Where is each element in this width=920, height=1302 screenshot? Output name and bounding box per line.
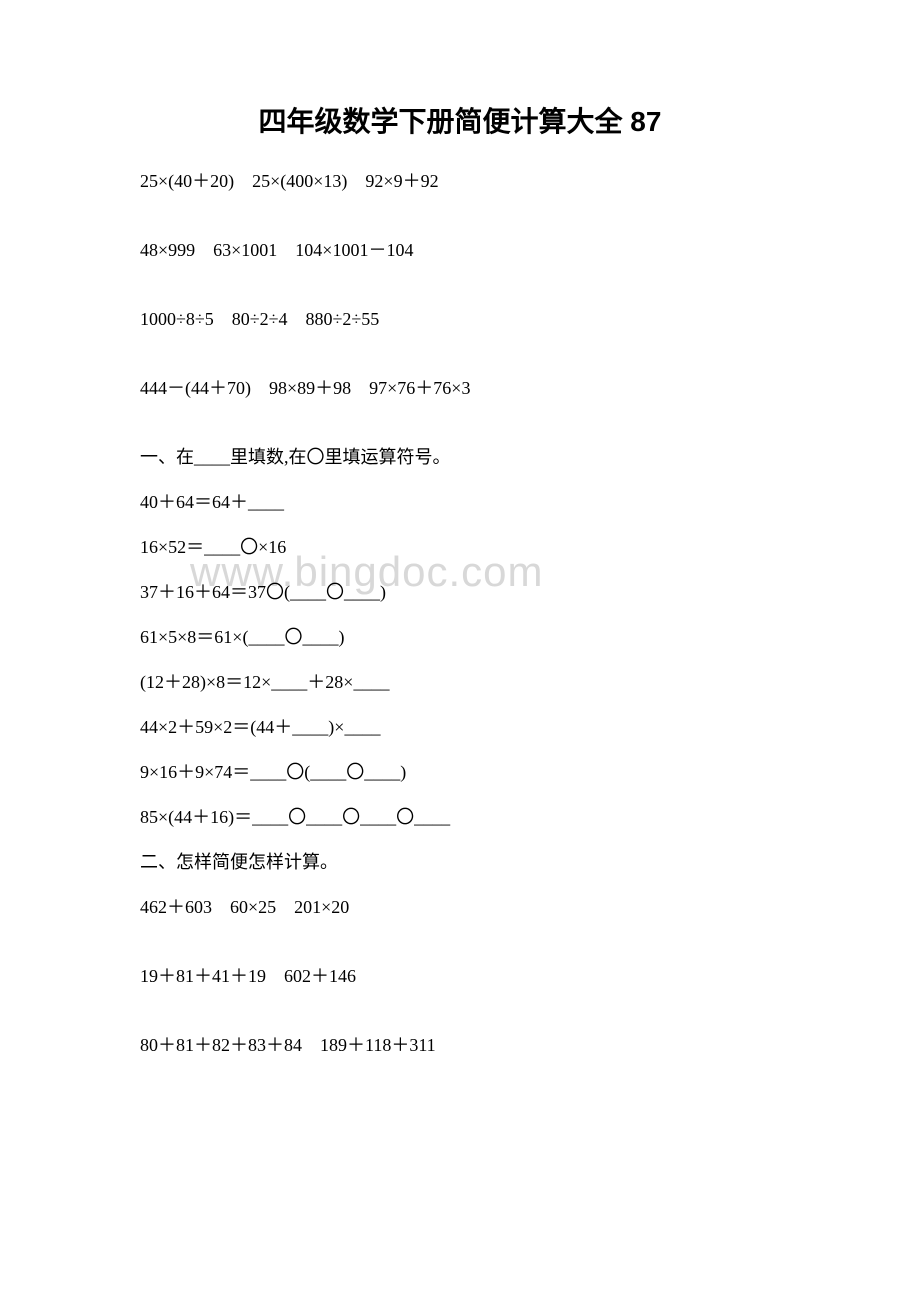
problem-line: 80＋81＋82＋83＋84 189＋118＋311 bbox=[140, 1032, 780, 1059]
problem-line: 444－(44＋70) 98×89＋98 97×76＋76×3 bbox=[140, 375, 780, 402]
fill-blank-line: 37＋16＋64＝37〇(____〇____) bbox=[140, 579, 780, 606]
problem-line: 1000÷8÷5 80÷2÷4 880÷2÷55 bbox=[140, 306, 780, 333]
problem-line: 462＋603 60×25 201×20 bbox=[140, 894, 780, 921]
page-title: 四年级数学下册简便计算大全 87 bbox=[140, 100, 780, 140]
problem-line: 19＋81＋41＋19 602＋146 bbox=[140, 963, 780, 990]
problem-line: 48×999 63×1001 104×1001－104 bbox=[140, 237, 780, 264]
section-heading: 二、怎样简便怎样计算。 bbox=[140, 849, 780, 876]
problem-line: 25×(40＋20) 25×(400×13) 92×9＋92 bbox=[140, 168, 780, 195]
fill-blank-line: 16×52＝____〇×16 bbox=[140, 534, 780, 561]
fill-blank-line: 9×16＋9×74＝____〇(____〇____) bbox=[140, 759, 780, 786]
document-content: 四年级数学下册简便计算大全 87 25×(40＋20) 25×(400×13) … bbox=[140, 100, 780, 1059]
fill-blank-line: 44×2＋59×2＝(44＋____)×____ bbox=[140, 714, 780, 741]
fill-blank-line: (12＋28)×8＝12×____＋28×____ bbox=[140, 669, 780, 696]
section-heading: 一、在____里填数,在〇里填运算符号。 bbox=[140, 444, 780, 471]
fill-blank-line: 40＋64＝64＋____ bbox=[140, 489, 780, 516]
fill-blank-line: 61×5×8＝61×(____〇____) bbox=[140, 624, 780, 651]
fill-blank-line: 85×(44＋16)＝____〇____〇____〇____ bbox=[140, 804, 780, 831]
